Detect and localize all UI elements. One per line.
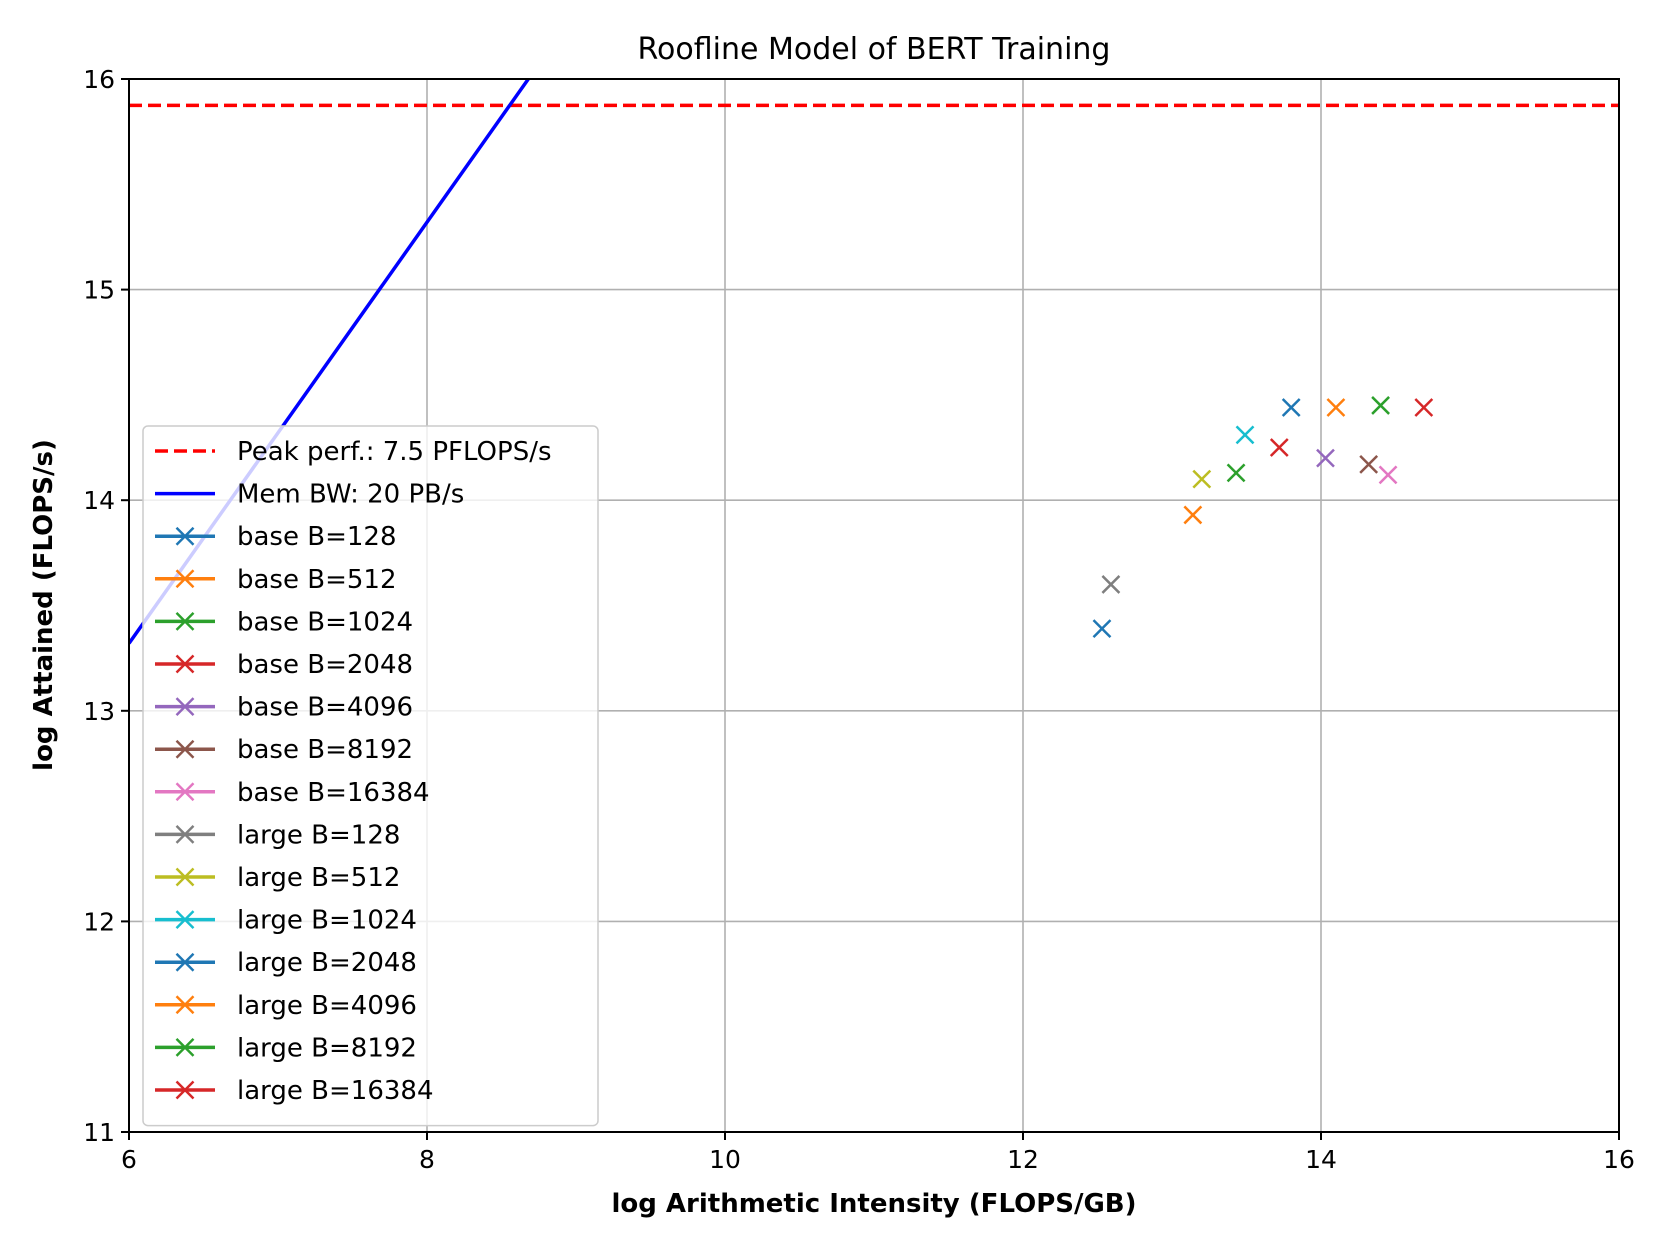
legend-marker	[175, 867, 195, 887]
data-point	[1316, 448, 1335, 468]
legend-entry: large B=8192	[155, 1033, 417, 1063]
legend-entry: large B=512	[155, 863, 400, 893]
legend-label: base B=1024	[237, 607, 413, 637]
chart-title: Roofline Model of BERT Training	[638, 32, 1111, 67]
legend-box	[142, 425, 599, 1127]
legend-label: Mem BW: 20 PB/s	[237, 480, 464, 510]
x-axis-label: log Arithmetic Intensity (FLOPS/GB)	[611, 1189, 1136, 1219]
y-tick-label: 16	[83, 65, 115, 94]
x-tick-label: 14	[1305, 1145, 1337, 1174]
x-tick-label: 12	[1007, 1145, 1039, 1174]
legend-marker	[175, 952, 195, 972]
data-point	[1378, 465, 1398, 485]
data-point	[1414, 398, 1434, 417]
y-tick-label: 12	[83, 907, 115, 936]
data-point	[1269, 438, 1289, 457]
legend-marker	[175, 612, 195, 631]
x-tick-label: 10	[709, 1145, 741, 1174]
legend-marker	[175, 1080, 195, 1100]
legend-marker	[175, 654, 195, 674]
x-tick-label: 6	[121, 1145, 137, 1174]
legend-entry: Peak perf.: 7.5 PFLOPS/s	[155, 437, 552, 467]
data-point	[1326, 398, 1346, 417]
data-point	[1092, 619, 1112, 639]
legend-label: base B=2048	[237, 650, 413, 680]
legend-marker	[175, 825, 195, 844]
y-tick-label: 14	[83, 486, 115, 515]
y-tick-label: 15	[83, 276, 115, 305]
legend-label: base B=8192	[237, 735, 413, 765]
legend-marker	[175, 995, 195, 1015]
y-axis-label: log Attained (FLOPS/s)	[29, 439, 59, 771]
legend-entry: base B=4096	[155, 693, 413, 723]
y-tick-label: 11	[83, 1118, 115, 1147]
legend-label: large B=512	[237, 863, 400, 893]
data-point	[1371, 396, 1390, 415]
legend-label: large B=2048	[237, 948, 417, 978]
legend-entry: large B=128	[155, 820, 400, 850]
legend-marker	[175, 1038, 195, 1057]
legend-label: base B=16384	[237, 778, 430, 808]
x-tick-label: 16	[1603, 1145, 1635, 1174]
legend-entry: Mem BW: 20 PB/s	[155, 480, 464, 510]
y-tick-label: 13	[83, 697, 115, 726]
legend-marker	[175, 697, 195, 716]
x-tick-label: 8	[419, 1145, 435, 1174]
axis-ticks: 6 8 10 12 14 16 11 12 13 14 15 16	[83, 65, 1635, 1174]
legend-entry: large B=2048	[155, 948, 417, 978]
legend-entry: base B=2048	[155, 650, 413, 680]
legend-label: base B=128	[237, 522, 397, 552]
legend-label: large B=4096	[237, 991, 417, 1021]
legend-marker	[175, 782, 195, 802]
legend-entry: large B=16384	[155, 1076, 434, 1106]
data-point	[1101, 575, 1121, 594]
plot-frame	[128, 78, 1620, 1133]
legend-entry: base B=1024	[155, 607, 413, 637]
legend-marker	[175, 739, 195, 759]
data-point	[1235, 425, 1255, 445]
legend-marker	[175, 910, 195, 929]
legend-entry: large B=4096	[155, 991, 417, 1021]
data-point	[1359, 455, 1379, 474]
legend: Peak perf.: 7.5 PFLOPS/s Mem BW: 20 PB/s b…	[142, 425, 599, 1127]
data-point	[1183, 505, 1203, 525]
legend-entry: large B=1024	[155, 906, 417, 936]
data-point	[1226, 463, 1246, 483]
legend-label: large B=16384	[237, 1076, 434, 1106]
legend-entry: base B=128	[155, 522, 397, 552]
legend-label: large B=8192	[237, 1033, 417, 1063]
data-point	[1281, 398, 1301, 417]
legend-label: Peak perf.: 7.5 PFLOPS/s	[237, 437, 552, 467]
legend-label: large B=1024	[237, 906, 417, 936]
legend-entry: base B=8192	[155, 735, 413, 765]
legend-marker	[175, 569, 195, 589]
legend-entry: base B=16384	[155, 778, 430, 808]
legend-label: base B=512	[237, 565, 397, 595]
legend-label: large B=128	[237, 820, 400, 850]
legend-label: base B=4096	[237, 693, 413, 723]
legend-entry: base B=512	[155, 565, 397, 595]
data-point	[1192, 469, 1212, 489]
legend-marker	[175, 526, 195, 546]
